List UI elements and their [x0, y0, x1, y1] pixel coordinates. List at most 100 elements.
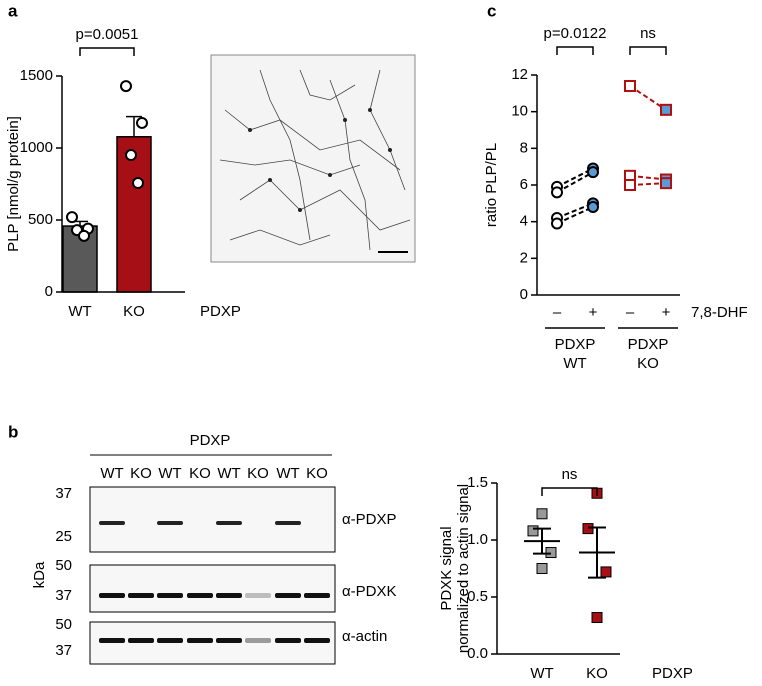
- bracket: [541, 487, 598, 496]
- data-point: [120, 80, 132, 93]
- band: [304, 593, 330, 598]
- annotation: p=0.0122: [544, 25, 607, 42]
- antibody-label: α-actin: [342, 628, 387, 645]
- annotation: p=0.0051: [76, 26, 139, 43]
- panel-letter: b: [8, 422, 18, 441]
- data-point: [582, 523, 594, 535]
- y-tick-label: 1.0: [467, 531, 488, 548]
- band: [157, 638, 183, 643]
- band: [275, 521, 301, 525]
- lane-label: WT: [276, 465, 299, 482]
- lane-label: WT: [158, 465, 181, 482]
- series-line: [556, 202, 594, 219]
- lane-label: WT: [100, 465, 123, 482]
- data-point: [624, 80, 636, 92]
- y-tick-label: 1.5: [467, 474, 488, 491]
- y-tick-label: 1500: [20, 67, 53, 84]
- data-point: [624, 179, 636, 191]
- y-tick-label: 0.0: [467, 645, 488, 662]
- lane-label: WT: [217, 465, 240, 482]
- blot-header: PDXP: [190, 432, 231, 449]
- annotation: ns: [640, 25, 656, 42]
- y-tick-label: 12: [511, 66, 528, 83]
- band: [128, 638, 154, 643]
- panel-letter: a: [8, 1, 18, 20]
- band: [187, 593, 213, 598]
- bracket: [629, 46, 667, 55]
- lane-label: KO: [247, 465, 269, 482]
- y-tick-label: 6: [520, 176, 528, 193]
- series-line: [629, 174, 667, 181]
- data-point: [587, 166, 599, 179]
- group-label: WT: [563, 355, 586, 372]
- y-axis-label: ratio PLP/PL: [483, 143, 500, 227]
- data-point: [536, 563, 548, 574]
- panel-letter: c: [487, 1, 496, 20]
- bracket: [556, 46, 594, 55]
- band: [157, 521, 183, 525]
- data-point: [600, 566, 612, 578]
- size-marker: 25: [55, 528, 72, 545]
- data-point: [587, 201, 599, 213]
- series-line: [556, 171, 594, 194]
- x-axis-label: 7,8-DHF: [691, 304, 748, 321]
- data-point: [536, 508, 548, 520]
- band: [304, 638, 330, 643]
- data-point: [660, 103, 672, 116]
- x-tick-label: WT: [530, 665, 553, 681]
- x-tick-label: –: [553, 304, 562, 321]
- y-tick-label: 1000: [20, 139, 53, 156]
- band: [99, 521, 125, 525]
- size-marker: 50: [55, 557, 72, 574]
- antibody-label: α-PDXK: [342, 583, 397, 600]
- y-tick-label: 500: [28, 211, 53, 228]
- band: [157, 593, 183, 598]
- y-axis-label: normalized to actin signal: [455, 484, 472, 653]
- y-tick-label: 4: [520, 213, 528, 230]
- annotation: ns: [562, 466, 578, 483]
- size-marker: 37: [55, 485, 72, 502]
- x-tick-label: KO: [586, 665, 608, 681]
- x-tick-label: +: [662, 304, 671, 321]
- series-line: [629, 182, 667, 186]
- group-label: PDXP: [652, 665, 693, 681]
- data-point: [551, 217, 563, 230]
- band: [245, 638, 271, 643]
- x-tick-label: WT: [68, 303, 91, 320]
- x-tick-label: –: [626, 304, 635, 321]
- data-point: [527, 525, 539, 537]
- data-point: [132, 176, 144, 189]
- group-label: PDXP: [628, 336, 669, 353]
- lane-label: KO: [130, 465, 152, 482]
- band: [216, 521, 242, 525]
- band: [99, 638, 125, 643]
- group-label: PDXP: [555, 336, 596, 353]
- band: [99, 593, 125, 598]
- unit-label: kDa: [31, 561, 48, 588]
- lane-label: KO: [189, 465, 211, 482]
- data-point: [545, 547, 557, 559]
- y-axis-label: PDXK signal: [438, 526, 455, 610]
- y-tick-label: 10: [511, 103, 528, 120]
- size-marker: 50: [55, 616, 72, 633]
- y-tick-label: 2: [520, 249, 528, 266]
- y-tick-label: 0.5: [467, 588, 488, 605]
- bracket: [79, 47, 135, 56]
- band: [128, 593, 154, 598]
- x-tick-label: +: [589, 304, 598, 321]
- series-line: [556, 167, 594, 188]
- bar: [116, 136, 152, 293]
- x-tick-label: KO: [123, 303, 145, 320]
- data-point: [125, 149, 137, 162]
- data-point: [660, 177, 672, 190]
- series-line: [556, 206, 594, 225]
- size-marker: 37: [55, 642, 72, 659]
- band: [187, 638, 213, 643]
- western-blot: [89, 454, 336, 665]
- band: [216, 593, 242, 598]
- data-point: [551, 186, 563, 199]
- group-label: KO: [637, 355, 659, 372]
- band: [245, 593, 271, 598]
- group-label: PDXP: [200, 303, 241, 320]
